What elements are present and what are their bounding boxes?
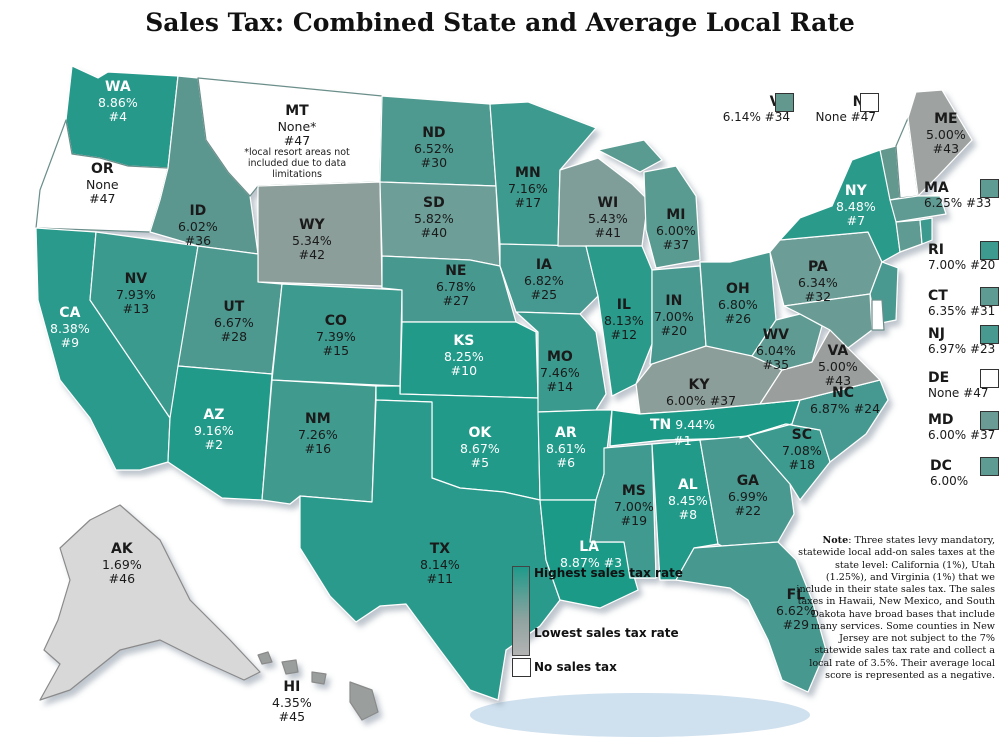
- label-fl: FL 6.62% #29: [776, 587, 816, 632]
- label-ut: UT 6.67% #28: [214, 299, 254, 344]
- swatch-nj: [980, 325, 999, 344]
- label-id: ID 6.02% #36: [178, 203, 218, 248]
- label-ny: NY 8.48% #7: [836, 183, 876, 228]
- label-nd: ND 6.52% #30: [414, 125, 454, 170]
- label-co: CO 7.39% #15: [316, 313, 356, 358]
- state-tx[interactable]: [299, 399, 561, 701]
- callout-ma: MA 6.25% #33: [924, 180, 992, 210]
- label-ms: MS 7.00% #19: [614, 483, 654, 528]
- label-ky: KY 6.00% #37: [666, 377, 737, 408]
- label-sd: SD 5.82% #40: [414, 195, 454, 240]
- label-al: AL 8.45% #8: [668, 477, 708, 522]
- note-label: Note: [822, 535, 849, 546]
- label-ak: AK 1.69% #46: [102, 541, 142, 586]
- state-ri[interactable]: [919, 217, 933, 245]
- label-il: IL 8.13% #12: [604, 297, 644, 342]
- label-nc: NC 6.87% #24: [810, 385, 881, 416]
- map-title: Sales Tax: Combined State and Average Lo…: [145, 8, 855, 37]
- state-ma[interactable]: [889, 195, 947, 223]
- state-ak[interactable]: [39, 504, 261, 701]
- state-md[interactable]: [783, 293, 873, 349]
- callout-md: MD 6.00% #37: [928, 412, 996, 442]
- label-la: LA 8.87% #3: [560, 539, 623, 570]
- label-mn: MN 7.16% #17: [508, 165, 548, 210]
- legend-gradient: [512, 566, 530, 656]
- state-az[interactable]: [167, 365, 273, 501]
- label-tx: TX 8.14% #11: [420, 541, 460, 586]
- label-mt: MT None* #47 *local resort areas not includ…: [244, 103, 350, 180]
- label-ca: CA 8.38% #9: [50, 305, 90, 350]
- label-wv: WV 6.04% #35: [756, 327, 796, 372]
- label-oh: OH 6.80% #26: [718, 281, 758, 326]
- note-text: : Three states levy mandatory, statewide…: [796, 535, 995, 681]
- state-ks[interactable]: [399, 321, 539, 399]
- legend-highest: Highest sales tax rate: [534, 566, 683, 580]
- label-nm: NM 7.26% #16: [298, 411, 338, 456]
- label-sc: SC 7.08% #18: [782, 427, 822, 472]
- gulf-shadow: [470, 693, 810, 737]
- footnote: Note: Three states levy mandatory, state…: [795, 535, 995, 682]
- state-de[interactable]: [871, 299, 885, 331]
- callout-dc: DC 6.00%: [930, 458, 969, 488]
- callout-ri: RI 7.00% #20: [928, 242, 996, 272]
- swatch-de: [980, 369, 999, 388]
- label-mo: MO 7.46% #14: [540, 349, 580, 394]
- state-ct[interactable]: [895, 219, 923, 253]
- callout-de: DE None #47: [928, 370, 989, 400]
- label-in: IN 7.00% #20: [654, 293, 694, 338]
- label-az: AZ 9.16% #2: [194, 407, 234, 452]
- label-wy: WY 5.34% #42: [292, 217, 332, 262]
- state-ms[interactable]: [589, 443, 657, 579]
- legend-none: No sales tax: [534, 660, 617, 674]
- swatch-ri: [980, 241, 999, 260]
- legend-lowest: Lowest sales tax rate: [534, 626, 679, 640]
- legend-none-swatch: [512, 658, 531, 677]
- label-or: OR None #47: [86, 161, 119, 206]
- label-ga: GA 6.99% #22: [728, 473, 768, 518]
- label-ks: KS 8.25% #10: [444, 333, 484, 378]
- label-ne: NE 6.78% #27: [436, 263, 476, 308]
- state-mo[interactable]: [515, 311, 607, 413]
- callout-nj: NJ 6.97% #23: [928, 326, 996, 356]
- label-me: ME 5.00% #43: [926, 111, 966, 156]
- swatch-dc: [980, 457, 999, 476]
- state-wi[interactable]: [557, 157, 649, 247]
- state-il[interactable]: [585, 245, 653, 397]
- label-wi: WI 5.43% #41: [588, 195, 628, 240]
- swatch-vt: [775, 93, 794, 112]
- state-mi[interactable]: [597, 139, 701, 269]
- state-fl[interactable]: [675, 541, 827, 693]
- label-tn: TN 9.44% #1: [650, 417, 715, 448]
- swatch-nh: [860, 93, 879, 112]
- label-pa: PA 6.34% #32: [798, 259, 838, 304]
- callout-ct: CT 6.35% #31: [928, 288, 996, 318]
- swatch-ma: [980, 179, 999, 198]
- label-va: VA 5.00% #43: [818, 343, 858, 388]
- label-ar: AR 8.61% #6: [546, 425, 586, 470]
- label-nv: NV 7.93% #13: [116, 271, 156, 316]
- swatch-ct: [980, 287, 999, 306]
- label-hi: HI 4.35% #45: [272, 679, 312, 724]
- label-ok: OK 8.67% #5: [460, 425, 500, 470]
- label-wa: WA 8.86% #4: [98, 79, 138, 124]
- label-mi: MI 6.00% #37: [656, 207, 696, 252]
- state-hi[interactable]: [257, 651, 379, 721]
- swatch-md: [980, 411, 999, 430]
- label-ia: IA 6.82% #25: [524, 257, 564, 302]
